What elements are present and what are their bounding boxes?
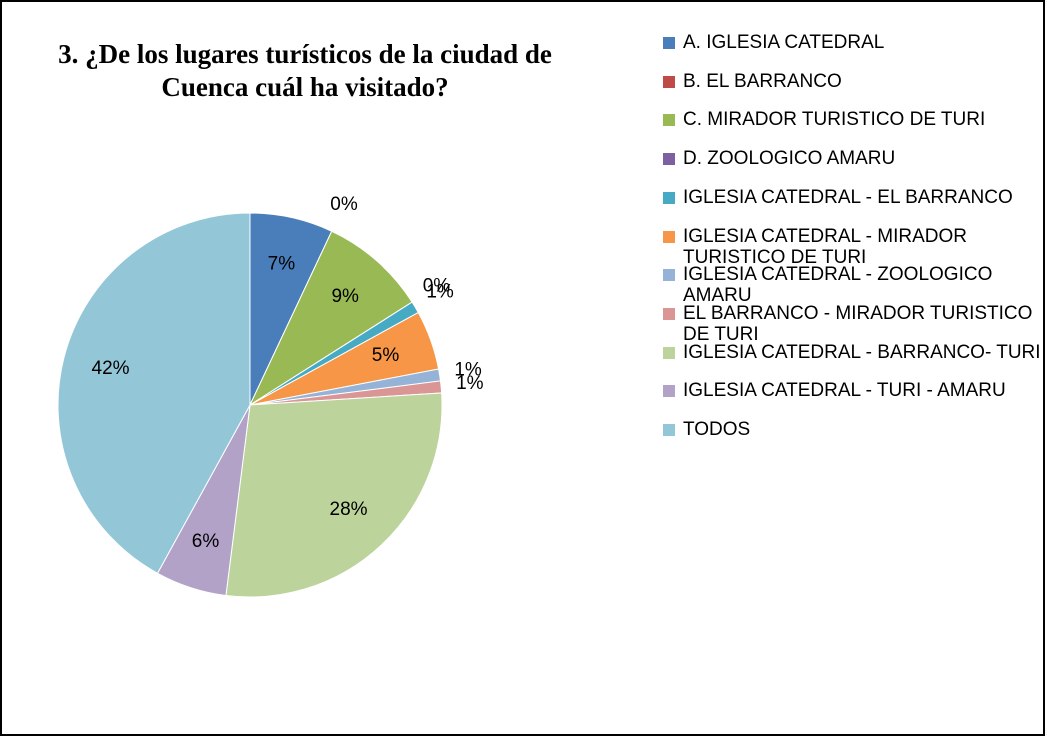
legend-swatch xyxy=(663,230,675,243)
legend-item: D. ZOOLOGICO AMARU xyxy=(663,148,1043,169)
legend-item: B. EL BARRANCO xyxy=(663,71,1043,92)
legend-item: IGLESIA CATEDRAL - ZOOLOGICO AMARU xyxy=(663,264,1043,306)
legend-item: IGLESIA CATEDRAL - MIRADOR TURISTICO DE … xyxy=(663,226,1043,268)
legend-item: EL BARRANCO - MIRADOR TURISTICO DE TURI xyxy=(663,303,1043,345)
data-label: 9% xyxy=(331,286,359,307)
legend-swatch xyxy=(663,191,675,204)
legend-item: TODOS xyxy=(663,419,1043,440)
legend-label: EL BARRANCO - MIRADOR TURISTICO DE TURI xyxy=(683,302,1033,345)
chart-title: 3. ¿De los lugares turísticos de la ciud… xyxy=(58,39,552,102)
legend-swatch xyxy=(663,424,675,436)
data-label: 1% xyxy=(456,373,484,394)
legend-item: IGLESIA CATEDRAL - BARRANCO- TURI xyxy=(663,342,1043,363)
pie-slice xyxy=(248,230,413,407)
data-label: 1% xyxy=(454,359,482,380)
legend-swatch xyxy=(663,153,675,166)
legend-swatch xyxy=(663,75,675,88)
legend-label: A. IGLESIA CATEDRAL xyxy=(683,32,885,53)
data-label: 1% xyxy=(426,282,454,303)
pie-slice xyxy=(225,392,443,598)
legend-label: IGLESIA CATEDRAL - ZOOLOGICO AMARU xyxy=(683,264,993,307)
legend-swatch xyxy=(663,385,675,398)
data-label: 0% xyxy=(423,276,451,297)
legend-label: C. MIRADOR TURISTICO DE TURI xyxy=(683,109,986,131)
data-label: 5% xyxy=(372,345,400,366)
legend-label: TODOS xyxy=(683,419,751,440)
legend-swatch xyxy=(663,269,675,282)
legend-label: IGLESIA CATEDRAL - TURI - AMARU xyxy=(683,380,1006,402)
legend-swatch xyxy=(663,307,675,320)
data-label: 6% xyxy=(192,531,220,552)
legend-item: A. IGLESIA CATEDRAL xyxy=(663,32,1043,53)
legend-item: IGLESIA CATEDRAL - TURI - AMARU xyxy=(663,380,1043,401)
data-label: 7% xyxy=(268,253,296,274)
legend-swatch xyxy=(663,37,675,49)
legend-label: IGLESIA CATEDRAL - MIRADOR TURISTICO DE … xyxy=(683,225,967,268)
legend-swatch xyxy=(663,346,675,359)
legend-label: IGLESIA CATEDRAL - EL BARRANCO xyxy=(683,186,1013,208)
data-label: 28% xyxy=(330,499,368,520)
pie-slice xyxy=(57,212,251,574)
legend-label: IGLESIA CATEDRAL - BARRANCO- TURI xyxy=(683,341,1041,363)
data-label: 0% xyxy=(330,194,358,215)
legend-label: D. ZOOLOGICO AMARU xyxy=(683,148,896,170)
legend-label: B. EL BARRANCO xyxy=(683,70,842,92)
legend-item: IGLESIA CATEDRAL - EL BARRANCO xyxy=(663,187,1043,208)
data-label: 42% xyxy=(92,358,130,379)
legend-item: C. MIRADOR TURISTICO DE TURI xyxy=(663,109,1043,130)
legend-swatch xyxy=(663,114,675,127)
